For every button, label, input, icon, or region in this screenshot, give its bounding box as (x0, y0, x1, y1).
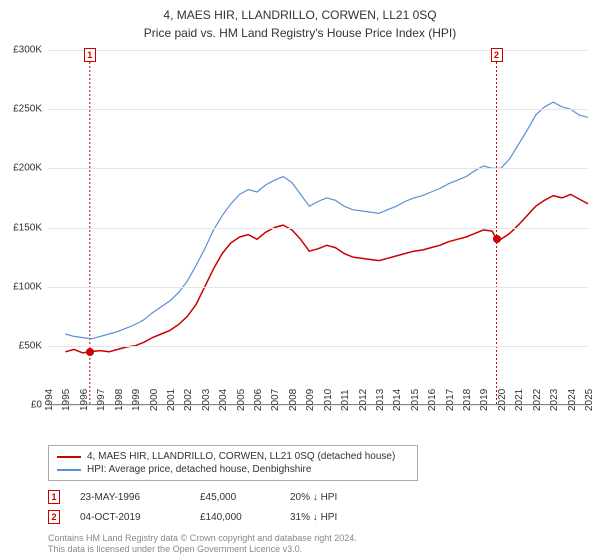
x-tick-label: 2017 (445, 389, 456, 411)
sale-pct-vs-hpi: 31% ↓ HPI (290, 512, 400, 523)
sale-point-dot (493, 235, 501, 243)
gridline-h (48, 50, 588, 51)
x-tick-label: 2021 (514, 389, 525, 411)
x-tick-label: 2004 (218, 389, 229, 411)
x-tick-label: 2010 (323, 389, 334, 411)
y-tick-label: £250K (13, 104, 42, 115)
x-tick-label: 2007 (270, 389, 281, 411)
x-tick-label: 1998 (114, 389, 125, 411)
footer-line1: Contains HM Land Registry data © Crown c… (48, 533, 357, 545)
x-tick-label: 2023 (549, 389, 560, 411)
x-tick-label: 2020 (497, 389, 508, 411)
y-tick-label: £150K (13, 222, 42, 233)
legend-row: HPI: Average price, detached house, Denb… (57, 463, 409, 476)
sales-row: 1 23-MAY-1996 £45,000 20% ↓ HPI (48, 487, 400, 507)
legend-swatch (57, 456, 81, 458)
legend: 4, MAES HIR, LLANDRILLO, CORWEN, LL21 0S… (48, 445, 418, 481)
x-tick-label: 1996 (79, 389, 90, 411)
x-tick-label: 1995 (61, 389, 72, 411)
legend-label: 4, MAES HIR, LLANDRILLO, CORWEN, LL21 0S… (87, 451, 395, 462)
gridline-h (48, 228, 588, 229)
sale-marker-box: 2 (48, 510, 60, 524)
x-tick-label: 2005 (236, 389, 247, 411)
y-tick-label: £0 (31, 400, 42, 411)
x-tick-label: 2025 (584, 389, 595, 411)
y-tick-label: £300K (13, 45, 42, 56)
y-tick-label: £50K (19, 340, 42, 351)
x-tick-label: 2018 (462, 389, 473, 411)
sale-date: 23-MAY-1996 (80, 492, 180, 503)
legend-swatch (57, 469, 81, 471)
y-tick-label: £100K (13, 281, 42, 292)
sales-row: 2 04-OCT-2019 £140,000 31% ↓ HPI (48, 507, 400, 527)
x-tick-label: 1994 (44, 389, 55, 411)
chart-title-address: 4, MAES HIR, LLANDRILLO, CORWEN, LL21 0S… (0, 0, 600, 22)
x-tick-label: 2009 (305, 389, 316, 411)
x-tick-label: 1999 (131, 389, 142, 411)
x-tick-label: 2015 (410, 389, 421, 411)
x-tick-label: 2012 (358, 389, 369, 411)
x-tick-label: 2000 (149, 389, 160, 411)
sale-price: £140,000 (200, 512, 270, 523)
gridline-h (48, 109, 588, 110)
x-tick-label: 2011 (340, 389, 351, 411)
gridline-h (48, 346, 588, 347)
chart-container: 4, MAES HIR, LLANDRILLO, CORWEN, LL21 0S… (0, 0, 600, 560)
x-tick-label: 2024 (567, 389, 578, 411)
x-tick-label: 2001 (166, 389, 177, 411)
y-tick-label: £200K (13, 163, 42, 174)
x-tick-label: 2008 (288, 389, 299, 411)
x-tick-label: 2022 (532, 389, 543, 411)
sale-price: £45,000 (200, 492, 270, 503)
footer-attribution: Contains HM Land Registry data © Crown c… (48, 533, 357, 556)
chart-subtitle: Price paid vs. HM Land Registry's House … (0, 22, 600, 40)
x-tick-label: 2016 (427, 389, 438, 411)
x-tick-label: 2003 (201, 389, 212, 411)
x-tick-label: 2006 (253, 389, 264, 411)
sale-marker-box: 2 (491, 48, 503, 62)
legend-row: 4, MAES HIR, LLANDRILLO, CORWEN, LL21 0S… (57, 450, 409, 463)
legend-label: HPI: Average price, detached house, Denb… (87, 464, 311, 475)
series-line-hpi (65, 102, 588, 339)
sales-table: 1 23-MAY-1996 £45,000 20% ↓ HPI 2 04-OCT-2019… (48, 487, 400, 527)
plot-area: £0£50K£100K£150K£200K£250K£300K199419951… (48, 50, 588, 405)
sale-point-dot (86, 348, 94, 356)
sale-marker-box: 1 (48, 490, 60, 504)
x-tick-label: 2013 (375, 389, 386, 411)
x-tick-label: 2002 (183, 389, 194, 411)
sale-date: 04-OCT-2019 (80, 512, 180, 523)
x-tick-label: 2014 (392, 389, 403, 411)
x-tick-label: 1997 (96, 389, 107, 411)
gridline-h (48, 168, 588, 169)
gridline-h (48, 287, 588, 288)
footer-line2: This data is licensed under the Open Gov… (48, 544, 357, 556)
sale-pct-vs-hpi: 20% ↓ HPI (290, 492, 400, 503)
series-line-property (65, 194, 588, 353)
sale-marker-box: 1 (84, 48, 96, 62)
x-tick-label: 2019 (479, 389, 490, 411)
